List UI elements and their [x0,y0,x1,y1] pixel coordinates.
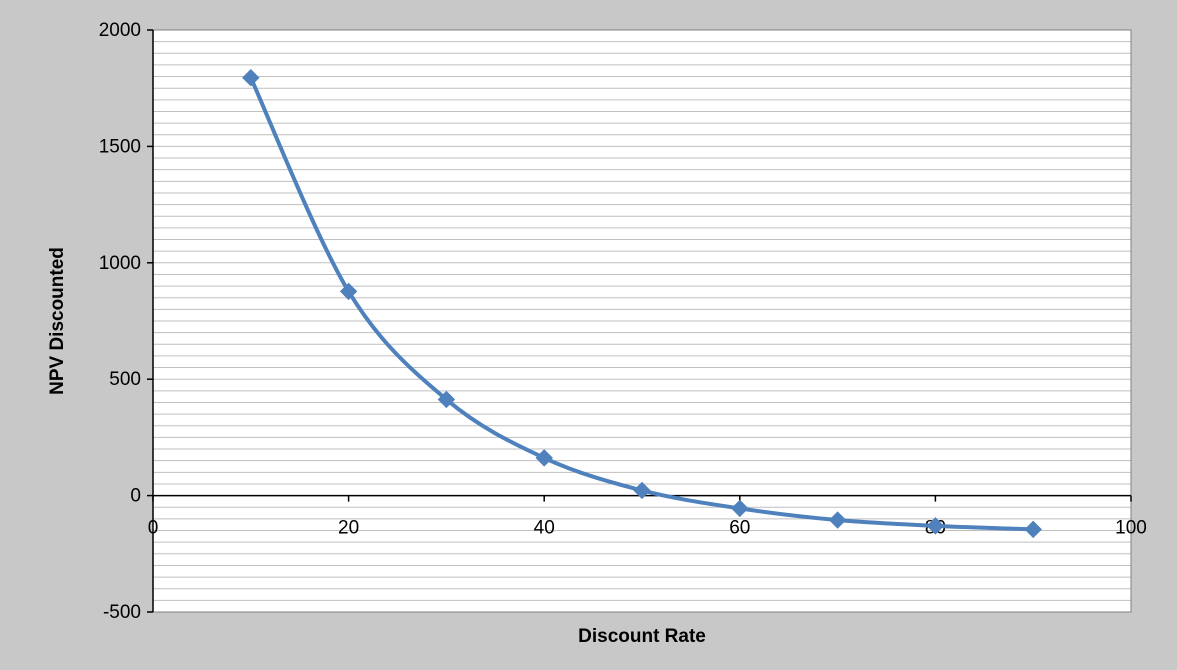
y-tick-label: 1500 [99,136,141,157]
y-axis-title: NPV Discounted [47,247,68,395]
x-tick-label: 100 [1115,518,1147,539]
y-tick-label: -500 [103,602,141,623]
data-point-marker [828,511,847,529]
y-tick-label: 1000 [99,253,141,274]
data-point-marker [339,282,358,301]
x-axis-title: Discount Rate [578,626,706,647]
gridlines [153,29,1131,613]
y-tick-label: 0 [130,486,141,507]
data-point-marker [242,69,260,87]
data-point-marker [1024,520,1042,539]
data-point-marker [926,517,945,535]
x-tick-label: 60 [729,518,750,539]
x-tick-label: 20 [338,518,359,539]
x-tick-label: 40 [534,518,555,539]
y-tick-label: 2000 [99,20,141,41]
data-point-marker [731,499,749,518]
tick-labels: -5000500100015002000020406080100 [99,20,1147,623]
series-layer [242,69,1042,539]
data-point-marker [535,449,553,467]
y-tick-label: 500 [109,369,141,390]
data-point-marker [437,390,456,409]
data-point-marker [633,481,651,500]
x-tick-label: 0 [148,518,159,539]
